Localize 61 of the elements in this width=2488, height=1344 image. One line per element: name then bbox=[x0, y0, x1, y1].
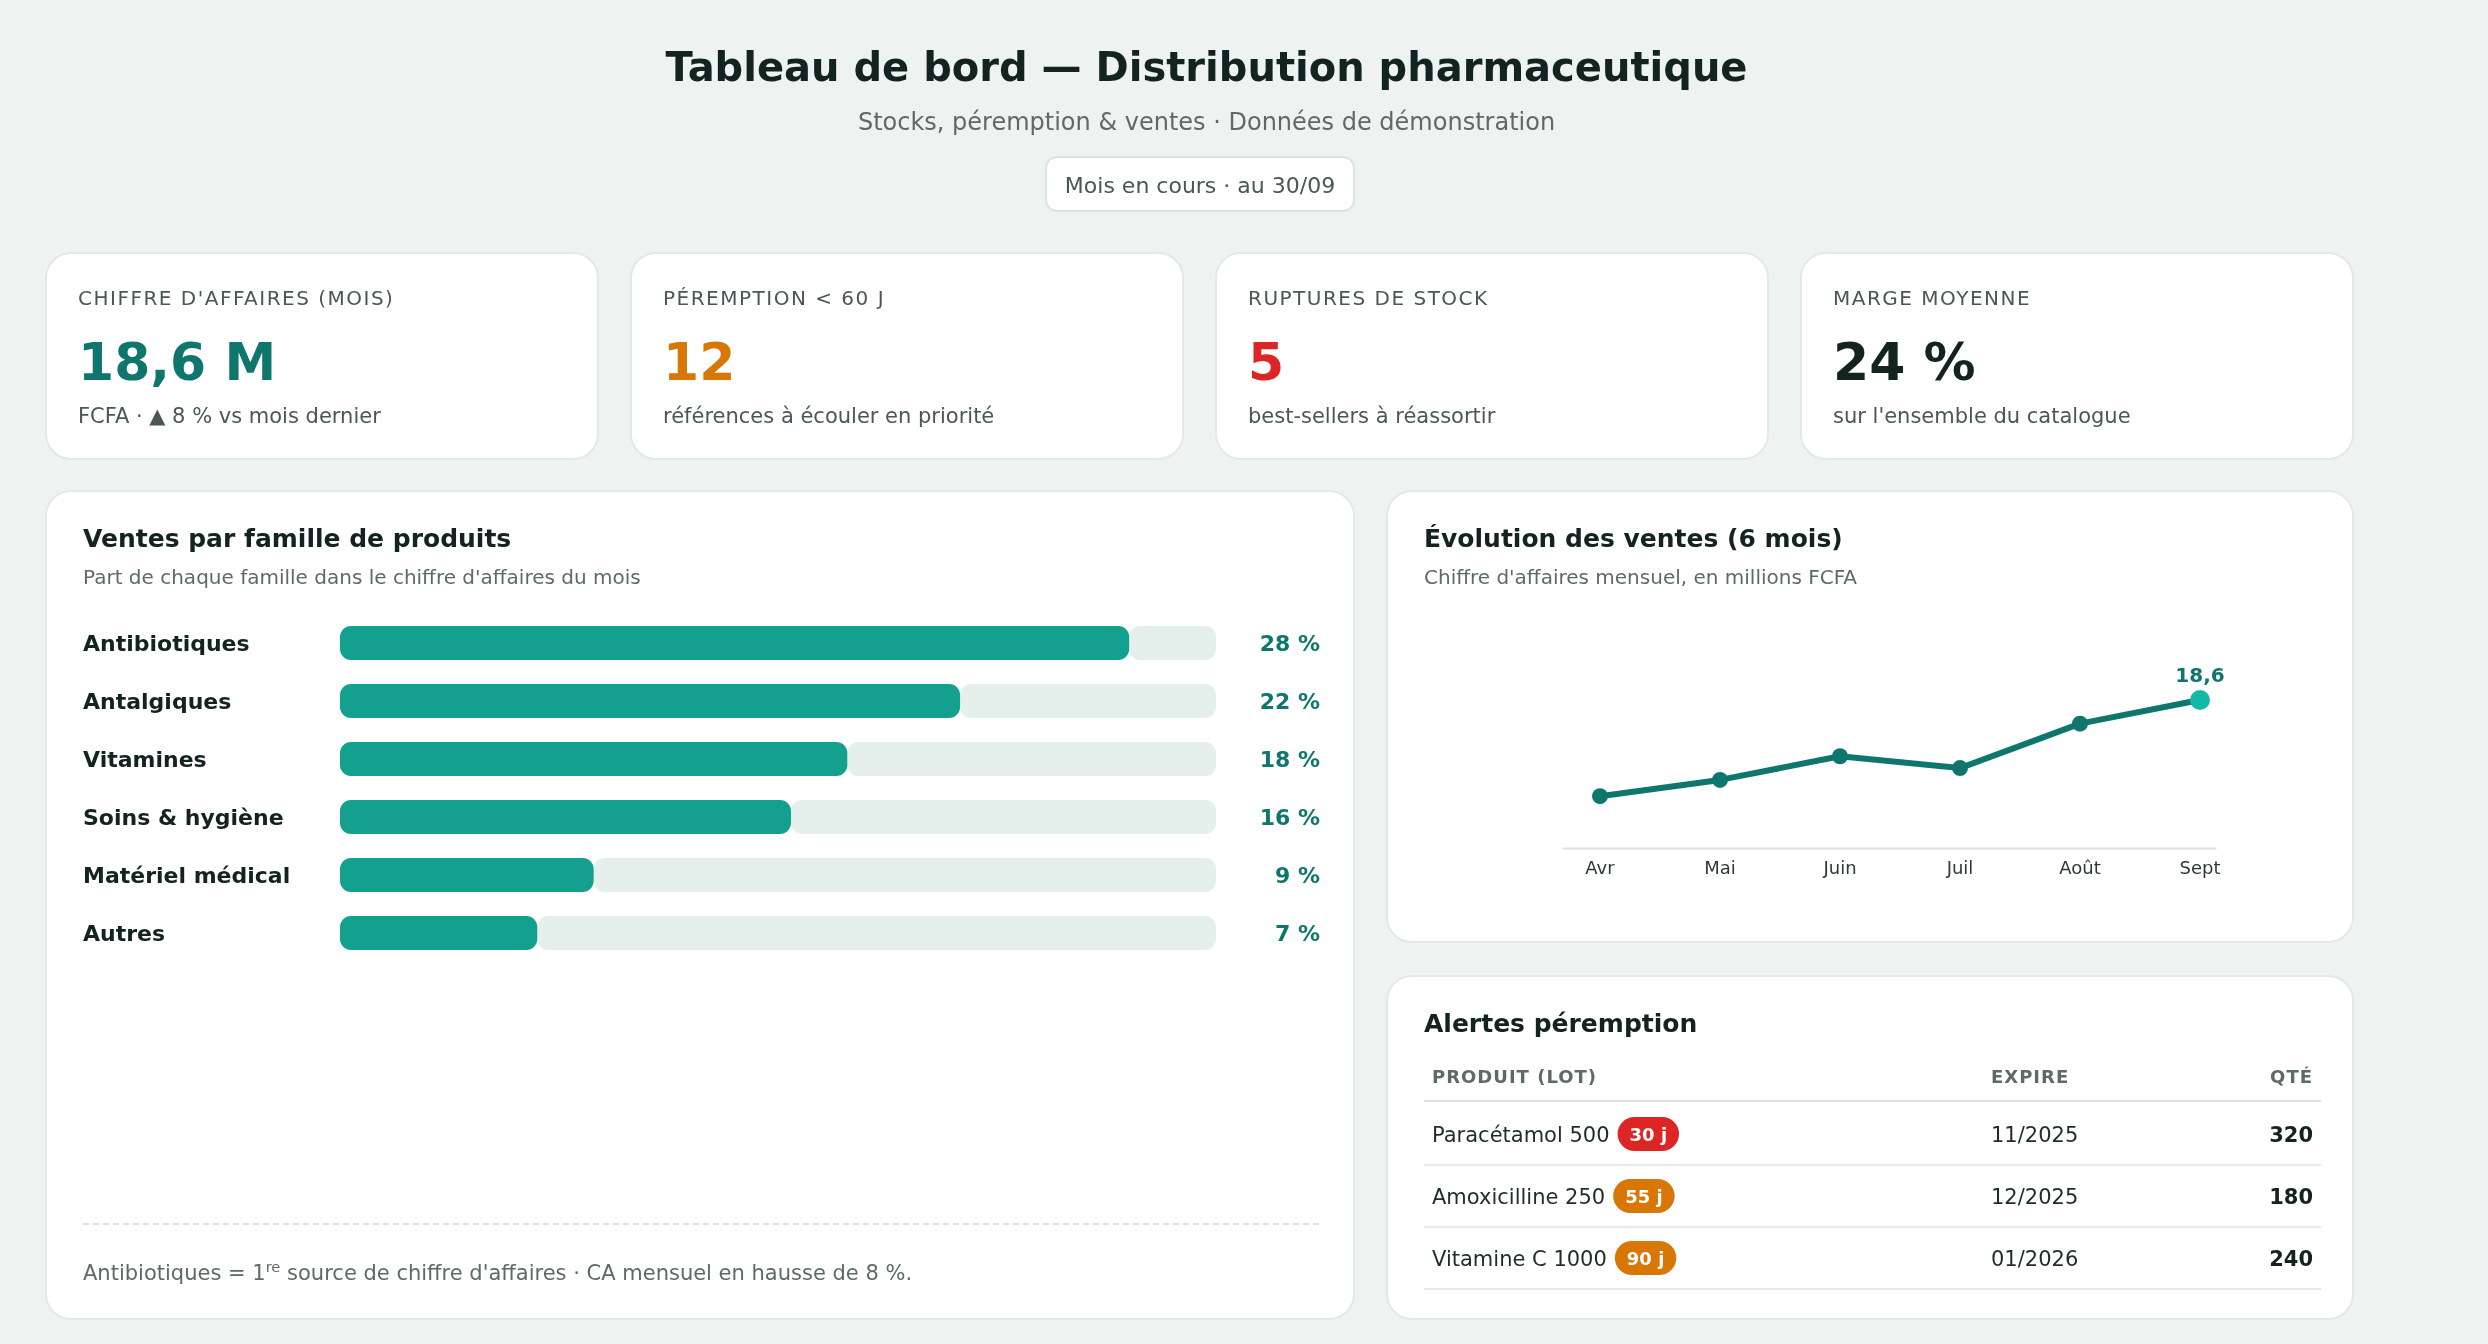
x-tick-label: Mai bbox=[1704, 857, 1736, 878]
y-tick-label: Matériel médical bbox=[83, 863, 291, 888]
point bbox=[2072, 715, 2088, 732]
y-tick-label: Antibiotiques bbox=[83, 631, 250, 656]
text: FCFA · ▲ 8 % vs mois dernier bbox=[78, 404, 381, 428]
badge: 90 j bbox=[1614, 1241, 1677, 1275]
text: 5 bbox=[1248, 332, 1285, 392]
y-tick-label: Antalgiques bbox=[83, 689, 232, 714]
x-tick-label: Août bbox=[2059, 857, 2101, 878]
text: 01/2026 bbox=[1991, 1247, 2079, 1271]
y-tick-label: Vitamines bbox=[83, 747, 207, 772]
text: CHIFFRE D'AFFAIRES (MOIS) bbox=[78, 286, 395, 310]
x-tick-label: Juin bbox=[1822, 857, 1857, 878]
text: PRODUIT (LOT) bbox=[1432, 1066, 1598, 1087]
chart-subtitle: Part de chaque famille dans le chiffre d'affaires du mois bbox=[83, 565, 641, 589]
text: 12 bbox=[663, 332, 736, 392]
data-label: 18 % bbox=[1259, 747, 1320, 772]
text: 180 bbox=[2269, 1185, 2313, 1209]
data-label: 9 % bbox=[1274, 863, 1320, 888]
text: 11/2025 bbox=[1991, 1123, 2079, 1147]
text: Mois en cours · au 30/09 bbox=[1045, 156, 1355, 212]
badge: 30 j bbox=[1617, 1117, 1680, 1151]
text: Vitamine C 1000 bbox=[1432, 1247, 1607, 1271]
text: PÉREMPTION < 60 J bbox=[663, 286, 886, 310]
data-label: 22 % bbox=[1259, 689, 1320, 714]
text: références à écouler en priorité bbox=[663, 404, 995, 428]
text: Alertes péremption bbox=[1424, 1009, 1698, 1038]
text: Stocks, péremption & ventes · Données de démonstration bbox=[856, 108, 1557, 136]
chart-subtitle: Chiffre d'affaires mensuel, en millions FCFA bbox=[1424, 565, 1858, 589]
text: 18,6 M bbox=[78, 332, 277, 392]
text: best-sellers à réassortir bbox=[1248, 404, 1496, 428]
data-label: 28 % bbox=[1259, 631, 1320, 656]
text: Antibiotiques = 1$^{re}$ source de chiffre d'affaires · CA mensuel en hausse de 8 %. bbox=[83, 1257, 913, 1285]
text: MARGE MOYENNE bbox=[1833, 286, 2032, 310]
x-tick-label: Sept bbox=[2179, 857, 2221, 878]
text: sur l'ensemble du catalogue bbox=[1833, 404, 2131, 428]
bar bbox=[340, 916, 538, 950]
text: 18,6 bbox=[2175, 663, 2225, 687]
x-tick-label: Avr bbox=[1585, 857, 1616, 878]
text: RUPTURES DE STOCK bbox=[1248, 286, 1489, 310]
chart-title: Évolution des ventes (6 mois) bbox=[1424, 524, 1843, 553]
point bbox=[1832, 748, 1848, 765]
chart-title: Ventes par famille de produits bbox=[83, 524, 512, 553]
y-tick-label: Autres bbox=[83, 921, 166, 946]
text: Amoxicilline 250 bbox=[1432, 1185, 1606, 1209]
badge: 55 j bbox=[1613, 1179, 1675, 1213]
x-tick-label: Juil bbox=[1945, 857, 1974, 878]
text: 24 % bbox=[1833, 332, 1976, 392]
text: QTÉ bbox=[2270, 1066, 2313, 1087]
text: Tableau de bord — Distribution pharmaceutique bbox=[664, 44, 1749, 90]
point bbox=[1712, 771, 1728, 788]
text: 240 bbox=[2269, 1247, 2313, 1271]
point bbox=[1592, 788, 1608, 805]
point bbox=[1952, 760, 1968, 777]
text: 12/2025 bbox=[1991, 1185, 2079, 1209]
data-label: 16 % bbox=[1259, 805, 1320, 830]
text: 320 bbox=[2269, 1123, 2313, 1147]
data-label: 7 % bbox=[1274, 921, 1320, 946]
text: Paracétamol 500 bbox=[1432, 1123, 1610, 1147]
text: EXPIRE bbox=[1991, 1066, 2070, 1087]
y-tick-label: Soins & hygiène bbox=[83, 805, 284, 830]
